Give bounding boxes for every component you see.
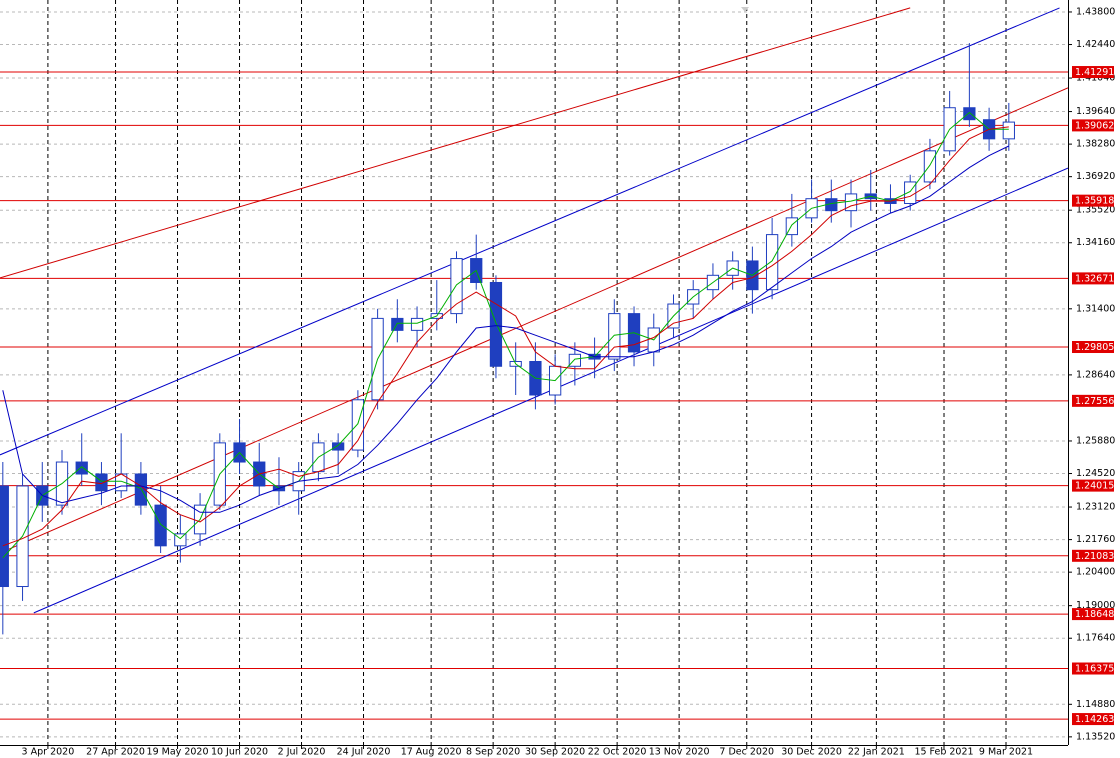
y-tick-label: 1.42440: [1076, 39, 1115, 50]
grid-layer: [0, 0, 1068, 745]
x-tick-label: 10 Jun 2020: [211, 747, 268, 758]
candle-body: [134, 473, 148, 506]
level-label-box: [1072, 549, 1114, 562]
candle-body: [1002, 121, 1015, 140]
trend-line: [0, 7, 911, 279]
y-tick-label: 1.24520: [1076, 468, 1115, 479]
ma-line: [2, 126, 1009, 547]
x-tick-label: 8 Sep 2020: [466, 747, 520, 758]
x-tick-label: 2 Jul 2020: [278, 747, 326, 758]
level-label-box: [1072, 713, 1114, 726]
level-label-box: [1072, 662, 1114, 675]
level-label: 1.29805: [1075, 342, 1114, 353]
y-tick-label: 1.23120: [1076, 502, 1115, 513]
candle-body: [410, 317, 424, 331]
level-label: 1.16375: [1075, 664, 1114, 675]
level-label-box: [1072, 194, 1114, 207]
plot-area: [0, 7, 1068, 635]
y-tick-label: 1.19000: [1076, 600, 1115, 611]
candle-body: [0, 485, 9, 588]
level-label-box: [1072, 479, 1114, 492]
ma-line: [2, 111, 1009, 559]
level-label-box: [1072, 119, 1114, 132]
trend-line: [0, 87, 1068, 554]
level-label-box: [1072, 272, 1114, 285]
x-tick-label: 19 May 2020: [147, 747, 209, 758]
candle-body: [608, 313, 621, 360]
x-tick-label: 3 Apr 2020: [22, 747, 75, 758]
level-label-box: [1072, 341, 1114, 354]
y-tick-label: 1.13520: [1076, 731, 1115, 742]
candle-body: [489, 281, 503, 367]
shift-marker: [741, 7, 749, 12]
y-tick-label: 1.39640: [1076, 106, 1115, 117]
y-tick-label: 1.20400: [1076, 567, 1115, 578]
candle-body: [332, 442, 345, 451]
candle-body: [963, 107, 976, 121]
y-tick-label: 1.34160: [1076, 237, 1115, 248]
x-tick-label: 30 Sep 2020: [525, 747, 585, 758]
candle-body: [450, 258, 463, 315]
candle-body: [765, 234, 779, 291]
x-tick-label: 17 Aug 2020: [401, 747, 462, 758]
level-label: 1.27556: [1075, 396, 1114, 407]
level-label: 1.24015: [1075, 481, 1114, 492]
level-label: 1.21083: [1075, 551, 1114, 562]
candle-body: [923, 150, 937, 183]
level-label: 1.14263: [1075, 714, 1114, 725]
x-tick-label: 13 Nov 2020: [649, 747, 710, 758]
candle-body: [351, 399, 365, 451]
y-tick-label: 1.28640: [1076, 369, 1115, 380]
trend-line: [0, 7, 1060, 456]
x-tick-label: 7 Dec 2020: [719, 747, 774, 758]
candle-body: [904, 181, 917, 204]
y-tick-label: 1.25880: [1076, 435, 1115, 446]
level-label: 1.41291: [1075, 67, 1114, 78]
x-tick-label: 15 Feb 2021: [914, 747, 973, 758]
axis-layer: 1.43800 1.42440 1.41040 1.39640 1.38280 1.369…: [22, 6, 1116, 757]
x-tick-label: 30 Dec 2020: [781, 747, 842, 758]
y-tick-label: 1.17640: [1076, 633, 1115, 644]
candle-body: [568, 353, 581, 367]
y-tick-label: 1.36920: [1076, 171, 1115, 182]
x-tick-label: 22 Oct 2020: [588, 747, 647, 758]
y-tick-label: 1.38280: [1076, 139, 1115, 150]
candle-body: [95, 473, 108, 492]
y-tick-label: 1.35520: [1076, 205, 1115, 216]
level-label: 1.39062: [1075, 120, 1114, 131]
candle-body: [75, 461, 88, 475]
candle-body: [174, 533, 187, 547]
y-tick-label: 1.41040: [1076, 73, 1115, 84]
level-label-box: [1072, 66, 1114, 79]
y-tick-label: 1.31400: [1076, 303, 1115, 314]
level-label-box: [1072, 394, 1114, 407]
y-tick-label: 1.21760: [1076, 534, 1115, 545]
level-label-box: [1072, 608, 1114, 621]
x-tick-label: 9 Mar 2021: [979, 747, 1033, 758]
candle-body: [391, 317, 404, 331]
candle-body: [844, 193, 858, 212]
x-tick-label: 22 Jan 2021: [848, 747, 905, 758]
level-label: 1.32671: [1075, 273, 1114, 284]
candle-body: [154, 504, 167, 547]
y-tick-label: 1.43800: [1076, 6, 1115, 17]
ma-line: [2, 145, 1010, 513]
level-label: 1.18648: [1075, 609, 1114, 620]
y-tick-label: 1.14880: [1076, 699, 1115, 710]
level-label: 1.35918: [1075, 196, 1114, 207]
x-tick-label: 24 Jul 2020: [337, 747, 391, 758]
candle-body: [785, 217, 798, 236]
x-tick-label: 27 Apr 2020: [86, 747, 145, 758]
